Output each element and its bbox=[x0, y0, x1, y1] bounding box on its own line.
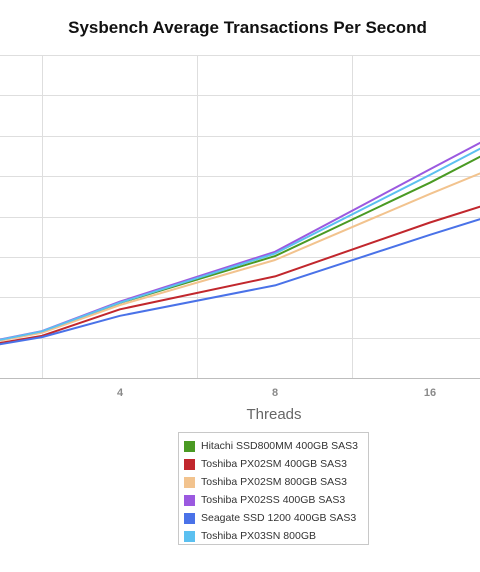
series-line bbox=[0, 205, 480, 344]
x-tick-label: 4 bbox=[117, 387, 124, 399]
series-line bbox=[0, 172, 480, 342]
legend-label: Toshiba PX02SM 800GB SAS3 bbox=[201, 476, 347, 488]
legend-label: Toshiba PX02SM 400GB SAS3 bbox=[201, 458, 347, 470]
series-line bbox=[0, 218, 480, 346]
legend-item: Toshiba PX02SM 400GB SAS3 bbox=[184, 455, 368, 473]
legend-item: Toshiba PX02SM 800GB SAS3 bbox=[184, 473, 368, 491]
legend-item: Hitachi SSD800MM 400GB SAS3 bbox=[184, 437, 368, 455]
series-line bbox=[0, 147, 480, 341]
x-tick-labels: 4 8 16 bbox=[117, 387, 436, 399]
chart-title: Sysbench Average Transactions Per Second bbox=[68, 18, 427, 37]
legend-item: Seagate SSD 1200 400GB SAS3 bbox=[184, 509, 368, 527]
x-tick-label: 8 bbox=[272, 387, 278, 399]
legend-swatch bbox=[184, 530, 195, 542]
legend-swatch bbox=[184, 476, 195, 488]
legend-label: Seagate SSD 1200 400GB SAS3 bbox=[201, 512, 357, 524]
series-line bbox=[0, 155, 480, 342]
x-tick-label: 16 bbox=[424, 387, 436, 399]
legend-item: Toshiba PX03SN 800GB bbox=[184, 527, 368, 545]
legend-label: Toshiba PX03SN 800GB bbox=[201, 530, 316, 542]
legend: Hitachi SSD800MM 400GB SAS3 Toshiba PX02S… bbox=[178, 432, 369, 545]
legend-item: Toshiba PX02SS 400GB SAS3 bbox=[184, 491, 368, 509]
legend-label: Hitachi SSD800MM 400GB SAS3 bbox=[201, 440, 358, 452]
gridlines bbox=[0, 55, 480, 379]
legend-swatch bbox=[184, 512, 195, 524]
legend-swatch bbox=[184, 494, 195, 506]
series-lines bbox=[0, 141, 480, 346]
legend-swatch bbox=[184, 440, 195, 452]
x-axis-title: Threads bbox=[246, 406, 301, 423]
legend-label: Toshiba PX02SS 400GB SAS3 bbox=[201, 494, 346, 506]
legend-swatch bbox=[184, 458, 195, 470]
